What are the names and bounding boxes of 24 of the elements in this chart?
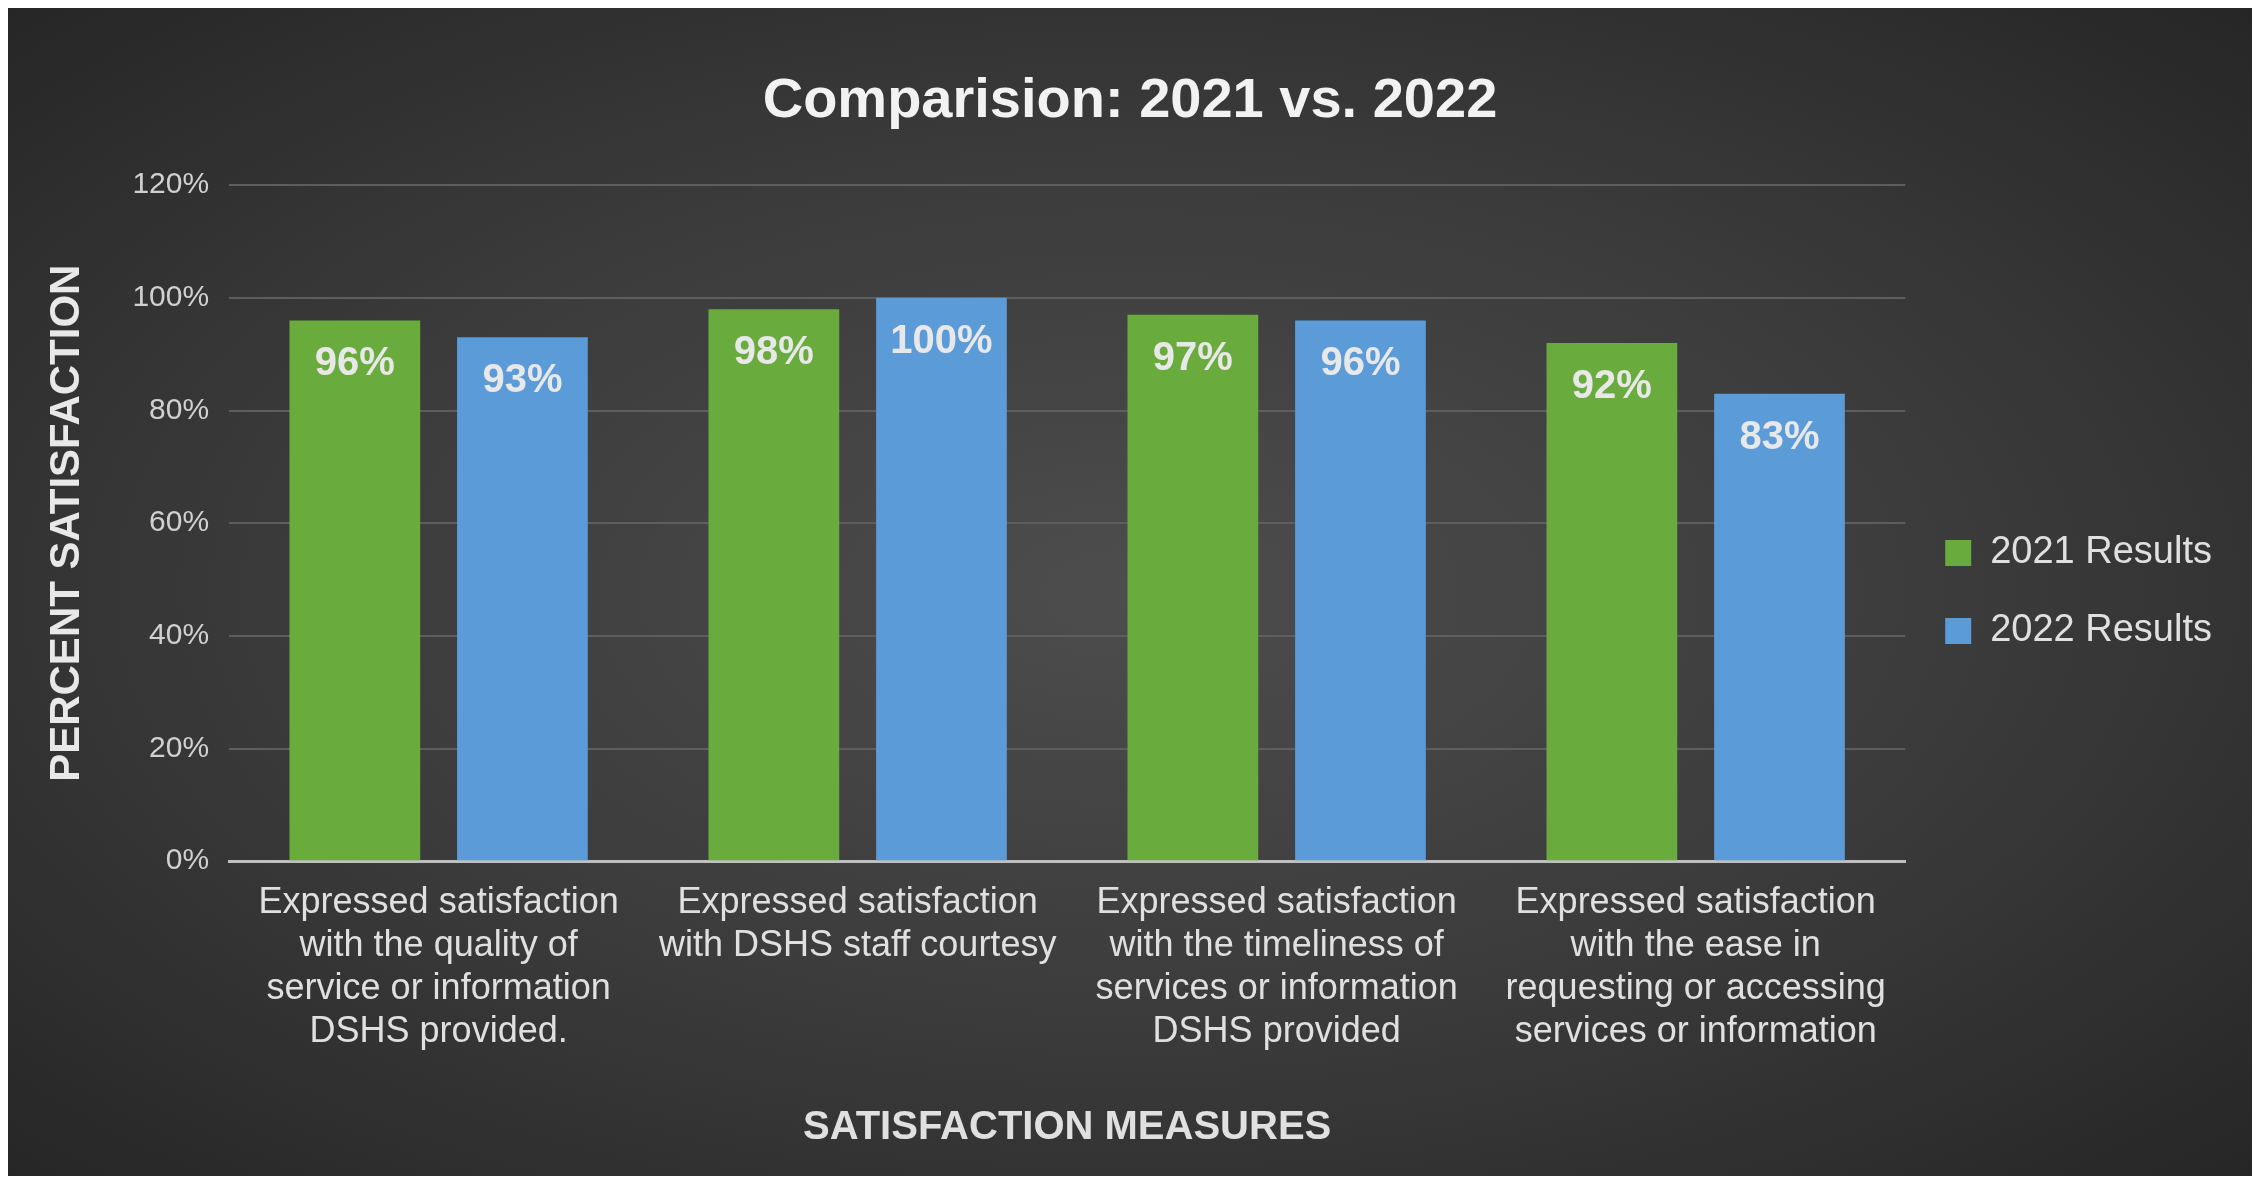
x-axis-title: SATISFACTION MEASURES: [803, 1103, 1332, 1148]
data-label: 96%: [314, 339, 395, 384]
y-axis-title: PERCENT SATISFACTION: [40, 264, 88, 782]
x-tick-label: Expressed satisfaction with the quality of service or information DSHS provided.: [258, 879, 619, 1051]
x-tick-label: Expressed satisfaction with the timeliness of services or information DSHS provided: [1095, 879, 1458, 1051]
data-label: 96%: [1320, 339, 1401, 384]
y-tick-label: 0%: [165, 842, 210, 876]
legend-label: 2022 Results: [1990, 607, 2213, 650]
chart-title: Comparision: 2021 vs. 2022: [762, 66, 1498, 130]
legend-label: 2021 Results: [1990, 529, 2213, 572]
y-tick-label: 80%: [149, 391, 210, 425]
y-tick-label: 100%: [132, 279, 210, 313]
data-label: 98%: [733, 328, 814, 373]
y-tick-label: 60%: [149, 504, 210, 538]
y-tick-label: 20%: [149, 729, 210, 763]
y-tick-label: 120%: [132, 166, 210, 200]
y-tick-label: 40%: [149, 617, 210, 651]
data-label: 100%: [890, 316, 993, 361]
x-tick-label: Expressed satisfaction with the ease in requesting or accessing services or information: [1505, 879, 1886, 1051]
data-label: 92%: [1571, 361, 1652, 406]
data-label: 83%: [1739, 412, 1820, 457]
data-label: 93%: [482, 356, 563, 401]
x-tick-label: Expressed satisfaction with DSHS staff courtesy: [657, 879, 1057, 964]
data-label: 97%: [1152, 333, 1233, 378]
